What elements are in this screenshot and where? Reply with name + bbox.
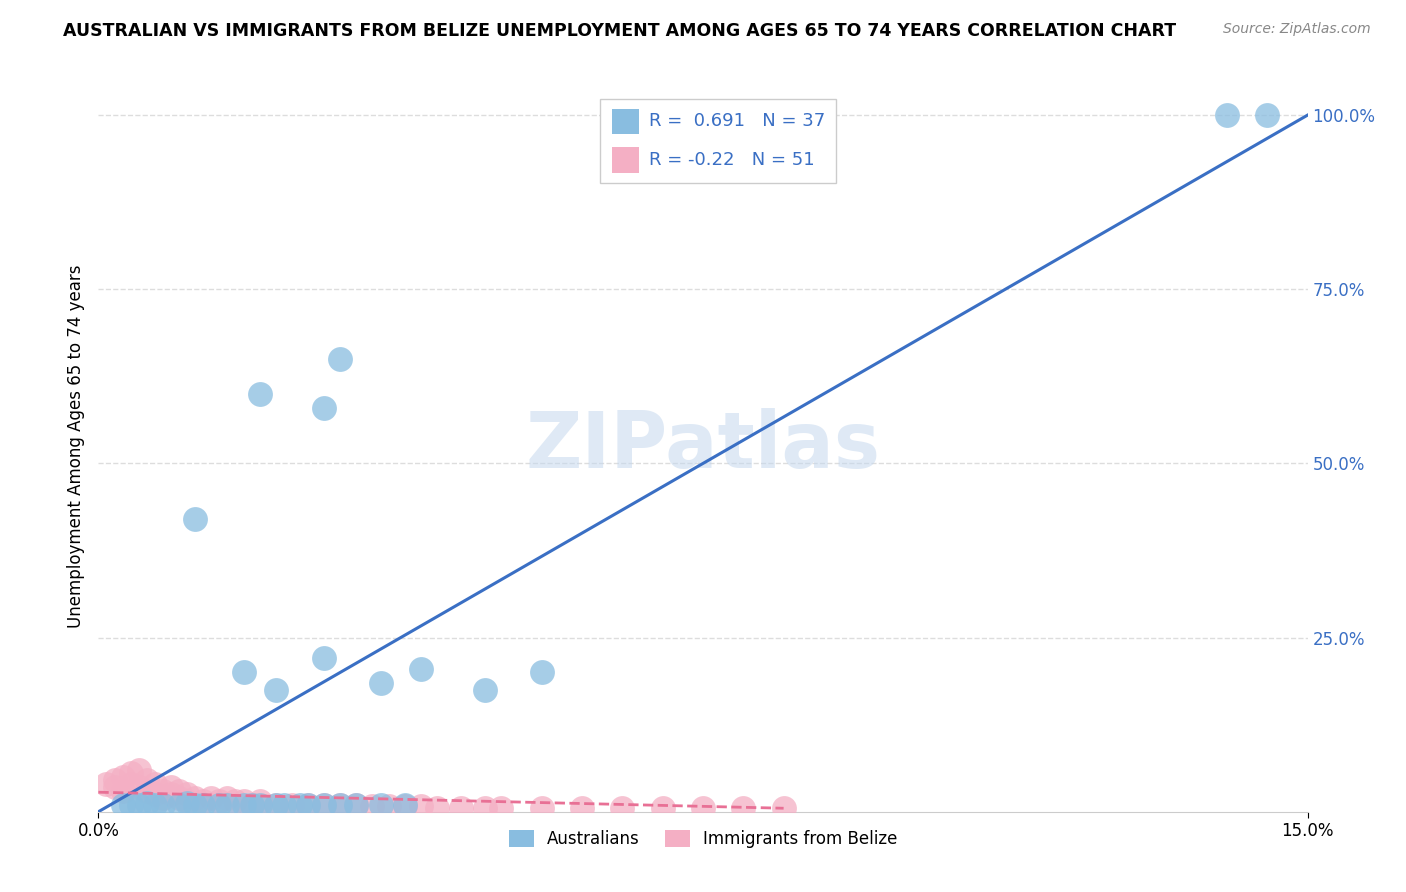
Point	[160, 787, 183, 801]
Point	[249, 386, 271, 401]
Point	[167, 797, 190, 812]
Point	[128, 780, 150, 795]
Point	[111, 797, 134, 812]
Point	[167, 784, 190, 798]
Point	[135, 797, 157, 811]
Point	[474, 801, 496, 815]
Point	[111, 770, 134, 784]
Point	[152, 797, 174, 812]
Point	[249, 797, 271, 812]
Point	[571, 801, 593, 815]
Point	[184, 790, 207, 805]
Point	[232, 665, 254, 680]
Point	[103, 773, 125, 788]
Point	[120, 797, 142, 812]
Point	[128, 797, 150, 812]
Text: Source: ZipAtlas.com: Source: ZipAtlas.com	[1223, 22, 1371, 37]
Point	[176, 797, 198, 811]
Point	[208, 797, 231, 812]
Point	[135, 773, 157, 788]
Point	[409, 799, 432, 814]
Point	[772, 801, 794, 815]
Point	[152, 784, 174, 798]
Point	[240, 797, 263, 812]
Point	[143, 797, 166, 812]
Point	[692, 801, 714, 815]
Point	[361, 799, 384, 814]
Point	[377, 799, 399, 814]
Point	[314, 651, 336, 665]
Point	[160, 780, 183, 795]
Point	[314, 797, 336, 812]
Point	[394, 797, 416, 812]
FancyBboxPatch shape	[613, 147, 638, 172]
Point	[232, 794, 254, 808]
Point	[200, 790, 222, 805]
Point	[184, 512, 207, 526]
Point	[208, 794, 231, 808]
Point	[530, 665, 553, 680]
Point	[232, 797, 254, 812]
Point	[217, 797, 239, 812]
Point	[329, 351, 352, 366]
Point	[1256, 108, 1278, 122]
Point	[370, 676, 392, 690]
Point	[409, 662, 432, 676]
Point	[135, 784, 157, 798]
Point	[96, 777, 118, 791]
Point	[297, 797, 319, 812]
Legend: Australians, Immigrants from Belize: Australians, Immigrants from Belize	[502, 823, 904, 855]
Point	[184, 797, 207, 812]
Point	[651, 801, 673, 815]
Point	[450, 801, 472, 815]
Point	[103, 780, 125, 795]
Point	[120, 766, 142, 780]
Point	[167, 790, 190, 805]
Point	[193, 797, 215, 812]
Text: R =  0.691   N = 37: R = 0.691 N = 37	[648, 112, 825, 130]
Point	[426, 801, 449, 815]
Point	[111, 784, 134, 798]
Point	[491, 801, 513, 815]
Text: ZIPatlas: ZIPatlas	[526, 408, 880, 484]
Point	[733, 801, 755, 815]
Point	[193, 794, 215, 808]
Point	[176, 787, 198, 801]
Point	[240, 797, 263, 812]
Point	[264, 797, 287, 812]
Point	[329, 797, 352, 812]
Text: AUSTRALIAN VS IMMIGRANTS FROM BELIZE UNEMPLOYMENT AMONG AGES 65 TO 74 YEARS CORR: AUSTRALIAN VS IMMIGRANTS FROM BELIZE UNE…	[63, 22, 1177, 40]
Point	[128, 763, 150, 777]
Text: R = -0.22   N = 51: R = -0.22 N = 51	[648, 151, 814, 169]
Point	[530, 801, 553, 815]
Point	[370, 797, 392, 812]
Point	[344, 797, 367, 812]
Point	[314, 401, 336, 415]
Point	[264, 797, 287, 812]
Point	[1216, 108, 1239, 122]
Point	[249, 794, 271, 808]
Point	[344, 797, 367, 812]
Point	[273, 797, 295, 812]
Point	[143, 777, 166, 791]
Point	[176, 794, 198, 808]
Point	[297, 797, 319, 812]
Point	[394, 799, 416, 814]
Point	[152, 790, 174, 805]
Point	[288, 797, 311, 812]
FancyBboxPatch shape	[613, 109, 638, 134]
Point	[264, 682, 287, 697]
Y-axis label: Unemployment Among Ages 65 to 74 years: Unemployment Among Ages 65 to 74 years	[66, 264, 84, 628]
FancyBboxPatch shape	[600, 99, 837, 183]
Point	[474, 682, 496, 697]
Point	[329, 797, 352, 812]
Point	[217, 790, 239, 805]
Point	[224, 794, 246, 808]
Point	[143, 787, 166, 801]
Point	[314, 797, 336, 812]
Point	[281, 797, 304, 812]
Point	[120, 777, 142, 791]
Point	[612, 801, 634, 815]
